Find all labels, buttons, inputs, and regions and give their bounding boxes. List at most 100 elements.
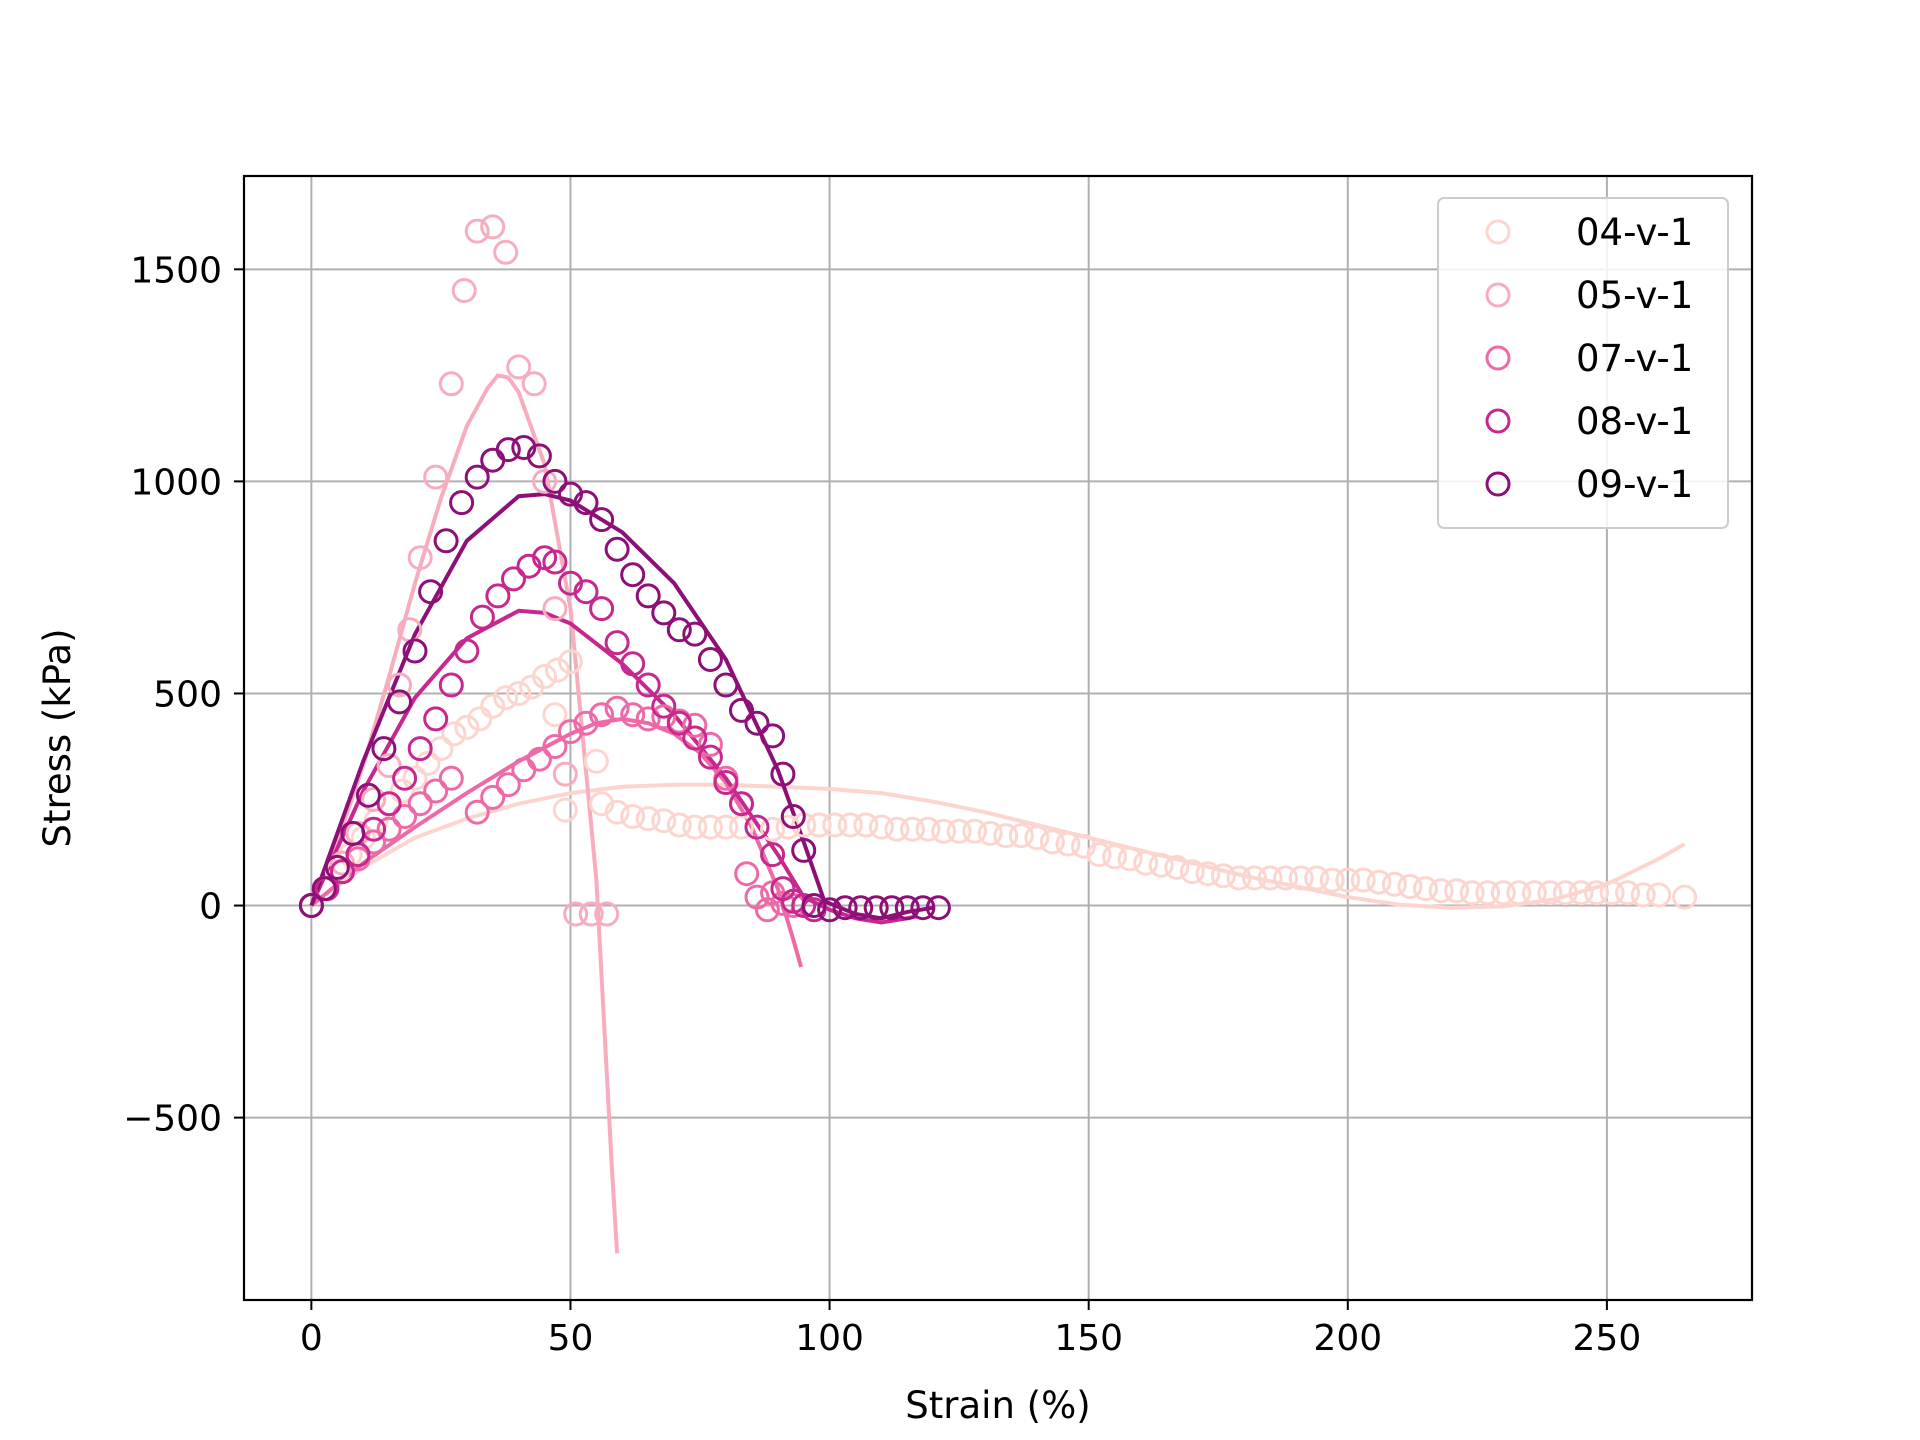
point-08-v-1 xyxy=(573,579,599,605)
point-04-v-1 xyxy=(884,816,910,842)
point-04-v-1 xyxy=(1273,865,1299,891)
point-04-v-1 xyxy=(1335,867,1361,893)
point-04-v-1 xyxy=(806,812,832,838)
fit-line-05-v-1 xyxy=(309,373,620,1254)
point-04-v-1 xyxy=(1133,850,1159,876)
point-07-v-1 xyxy=(392,804,418,829)
point-09-v-1 xyxy=(355,782,381,808)
point-05-v-1 xyxy=(464,218,490,244)
point-09-v-1 xyxy=(744,710,770,736)
plot-frame xyxy=(242,174,1754,1302)
legend: 04-v-1 05-v-1 07-v-1 08-v-1 09-v-1 xyxy=(1437,197,1729,529)
point-08-v-1 xyxy=(635,672,661,698)
point-04-v-1 xyxy=(620,804,646,829)
point-08-v-1 xyxy=(620,651,646,677)
point-05-v-1 xyxy=(542,596,568,622)
point-04-v-1 xyxy=(1117,846,1143,872)
point-09-v-1 xyxy=(848,895,874,921)
point-04-v-1 xyxy=(1672,884,1698,910)
fit-line-04-v-1 xyxy=(310,782,1686,910)
point-05-v-1 xyxy=(594,901,620,927)
point-05-v-1 xyxy=(438,371,464,397)
point-09-v-1 xyxy=(542,468,568,494)
point-05-v-1 xyxy=(493,239,519,265)
point-07-v-1 xyxy=(526,746,552,772)
point-07-v-1 xyxy=(361,829,387,855)
point-09-v-1 xyxy=(604,536,630,562)
point-04-v-1 xyxy=(1086,842,1112,868)
point-05-v-1 xyxy=(361,787,387,812)
point-08-v-1 xyxy=(407,736,433,762)
point-07-v-1 xyxy=(754,897,780,923)
point-05-v-1 xyxy=(407,545,433,571)
point-09-v-1 xyxy=(760,723,786,749)
point-04-v-1 xyxy=(682,814,708,840)
point-05-v-1 xyxy=(376,753,402,779)
point-04-v-1 xyxy=(545,657,570,683)
point-04-v-1 xyxy=(1319,867,1345,893)
point-04-v-1 xyxy=(493,685,519,711)
point-04-v-1 xyxy=(1242,865,1267,891)
point-04-v-1 xyxy=(1304,865,1330,891)
point-04-v-1 xyxy=(1615,880,1641,906)
point-05-v-1 xyxy=(532,468,558,494)
point-09-v-1 xyxy=(666,617,692,643)
point-09-v-1 xyxy=(770,761,796,787)
point-08-v-1 xyxy=(713,770,739,795)
point-04-v-1 xyxy=(1195,861,1221,887)
point-04-v-1 xyxy=(760,816,786,842)
point-04-v-1 xyxy=(583,748,609,774)
legend-label: 08-v-1 xyxy=(1576,400,1693,443)
point-07-v-1 xyxy=(604,695,630,721)
point-09-v-1 xyxy=(402,638,428,664)
point-09-v-1 xyxy=(635,583,661,609)
point-05-v-1 xyxy=(506,354,532,380)
point-09-v-1 xyxy=(433,528,459,554)
point-09-v-1 xyxy=(526,443,552,469)
point-04-v-1 xyxy=(1413,876,1438,902)
point-04-v-1 xyxy=(1039,829,1065,855)
point-05-v-1 xyxy=(423,464,449,490)
point-04-v-1 xyxy=(1599,880,1625,906)
data-points xyxy=(298,214,1698,927)
point-04-v-1 xyxy=(1584,880,1609,906)
point-04-v-1 xyxy=(1568,880,1594,906)
point-09-v-1 xyxy=(340,820,366,846)
point-08-v-1 xyxy=(542,549,568,575)
point-05-v-1 xyxy=(552,761,578,787)
point-07-v-1 xyxy=(480,784,506,810)
point-04-v-1 xyxy=(900,816,925,842)
y-tick-label: 1500 xyxy=(130,250,222,291)
point-04-v-1 xyxy=(415,750,441,776)
point-08-v-1 xyxy=(666,710,692,736)
point-04-v-1 xyxy=(1459,880,1485,906)
point-04-v-1 xyxy=(1210,863,1236,889)
point-07-v-1 xyxy=(589,702,615,728)
point-09-v-1 xyxy=(298,893,324,918)
point-09-v-1 xyxy=(449,490,475,516)
point-09-v-1 xyxy=(573,490,599,516)
point-04-v-1 xyxy=(713,814,739,840)
point-04-v-1 xyxy=(1148,852,1174,878)
point-04-v-1 xyxy=(868,814,894,840)
axis-ticks: 0 50 100 150 200 250 −500 0 500 1000 1500 xyxy=(123,250,1641,1359)
point-04-v-1 xyxy=(1288,865,1314,891)
point-07-v-1 xyxy=(682,712,708,738)
point-09-v-1 xyxy=(697,647,723,672)
point-04-v-1 xyxy=(666,812,692,838)
x-tick-label: 150 xyxy=(1054,1318,1123,1359)
point-04-v-1 xyxy=(532,664,558,689)
point-04-v-1 xyxy=(1521,880,1547,906)
point-09-v-1 xyxy=(925,895,951,921)
point-09-v-1 xyxy=(371,736,397,762)
point-08-v-1 xyxy=(469,604,495,630)
x-tick-label: 0 xyxy=(300,1318,323,1359)
point-09-v-1 xyxy=(817,897,843,923)
point-08-v-1 xyxy=(392,765,418,791)
point-07-v-1 xyxy=(464,799,490,825)
point-04-v-1 xyxy=(1024,825,1050,851)
legend-marker-07-v-1 xyxy=(1485,345,1511,371)
point-09-v-1 xyxy=(387,689,412,715)
x-tick-label: 50 xyxy=(548,1318,594,1359)
legend-marker-08-v-1 xyxy=(1485,408,1511,434)
